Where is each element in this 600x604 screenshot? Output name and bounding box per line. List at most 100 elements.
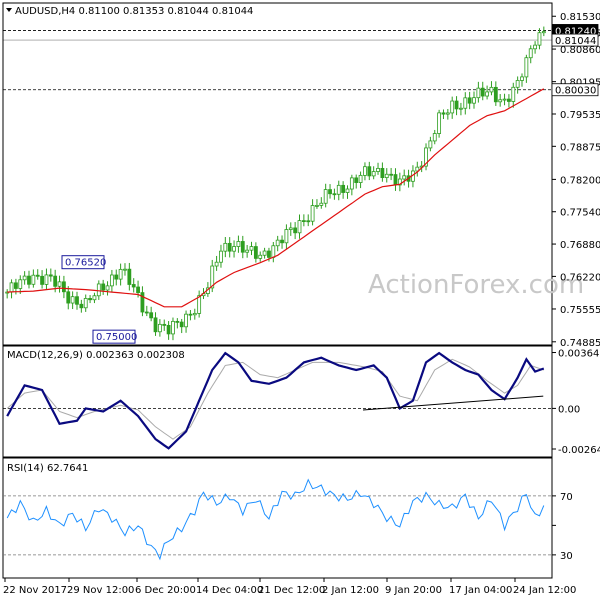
symbol-line: AUDUSD,H4 0.81100 0.81353 0.81044 0.8104… bbox=[15, 6, 253, 17]
candle-body bbox=[284, 229, 289, 244]
price-tick-label: 0.77540 bbox=[560, 208, 600, 219]
rsi-panel-frame bbox=[2, 457, 553, 579]
candle-body bbox=[258, 254, 263, 259]
candle-body bbox=[507, 98, 511, 102]
candle-body bbox=[214, 261, 219, 267]
rsi-level-lines bbox=[3, 495, 552, 556]
candle-body bbox=[171, 320, 175, 335]
candle-body bbox=[533, 44, 537, 50]
candle-body bbox=[397, 178, 402, 186]
candle-body bbox=[127, 268, 132, 285]
candle-body bbox=[441, 112, 446, 115]
candle-body bbox=[179, 321, 184, 328]
candle-body bbox=[249, 246, 254, 251]
candle-body bbox=[105, 285, 110, 291]
candle-body bbox=[144, 311, 149, 314]
price-tag-box bbox=[551, 83, 599, 97]
candle-body bbox=[384, 173, 389, 179]
candle-body bbox=[253, 246, 258, 259]
candle-body bbox=[92, 295, 97, 301]
candle-body bbox=[511, 86, 516, 102]
candle-body bbox=[262, 250, 267, 256]
x-tick-label: 9 Jan 20:00 bbox=[385, 585, 442, 596]
candle-body bbox=[341, 184, 346, 193]
candle-body bbox=[472, 97, 476, 104]
x-tick-label: 24 Jan 12:00 bbox=[513, 585, 576, 596]
candle-body bbox=[197, 295, 202, 314]
candle-body bbox=[389, 173, 394, 176]
candle-body bbox=[480, 87, 485, 97]
candle-body bbox=[280, 239, 284, 244]
candle-body bbox=[354, 177, 359, 183]
candle-body bbox=[136, 286, 140, 293]
candle-body bbox=[328, 189, 332, 195]
candle-body bbox=[485, 91, 490, 97]
candle-body bbox=[459, 107, 463, 110]
price-tick-label: 0.78875 bbox=[560, 142, 600, 153]
candle-body bbox=[245, 249, 250, 253]
candle-body bbox=[40, 275, 44, 285]
candle-body bbox=[493, 86, 498, 103]
candle-body bbox=[227, 242, 232, 252]
candle-body bbox=[301, 220, 306, 223]
rsi-title: RSI(14) 62.7641 bbox=[7, 463, 88, 474]
candle-body bbox=[236, 241, 241, 247]
candle-body bbox=[297, 220, 302, 234]
candle-body bbox=[288, 227, 293, 230]
candle-body bbox=[502, 98, 507, 101]
candle-body bbox=[315, 204, 319, 207]
candle-body bbox=[88, 298, 92, 301]
annotation-box bbox=[92, 329, 136, 344]
x-axis: 22 Nov 2017 29 Nov 12:00 6 Dec 20:00 14 Dec… bbox=[3, 578, 576, 596]
candle-body bbox=[323, 189, 328, 204]
candle-body bbox=[336, 184, 341, 195]
candle-body bbox=[66, 291, 71, 304]
annotation-label: 0.76520 bbox=[65, 258, 106, 269]
x-tick-label: 6 Dec 20:00 bbox=[135, 585, 196, 596]
candle-body bbox=[57, 281, 62, 287]
candle-body bbox=[310, 205, 315, 222]
price-tick-label: 0.81530 bbox=[560, 12, 600, 23]
candle-body bbox=[454, 100, 459, 110]
x-tick-label: 22 Nov 2017 bbox=[3, 585, 67, 596]
candle-body bbox=[70, 296, 75, 304]
candle-body bbox=[415, 166, 420, 172]
x-tick-label: 29 Nov 12:00 bbox=[67, 585, 134, 596]
candle-body bbox=[219, 250, 223, 263]
x-tick-label: 14 Dec 04:00 bbox=[196, 585, 263, 596]
candle-body bbox=[267, 250, 271, 258]
candle-body bbox=[79, 303, 84, 309]
candle-body bbox=[489, 86, 494, 93]
candle-body bbox=[188, 313, 193, 316]
moving-average bbox=[7, 88, 545, 308]
candle-body bbox=[14, 282, 18, 289]
candle-body bbox=[192, 312, 197, 316]
macd-main-line bbox=[6, 351, 545, 450]
collapse-triangle-icon[interactable] bbox=[6, 8, 12, 12]
candle-body bbox=[524, 57, 529, 78]
price-tick-label: 0.76220 bbox=[560, 272, 600, 283]
candle-body bbox=[275, 239, 280, 247]
rsi-line bbox=[6, 478, 545, 561]
candle-body bbox=[537, 32, 542, 46]
price-tick-label: 0.80195 bbox=[560, 78, 600, 89]
candle-body bbox=[83, 298, 88, 309]
candle-body bbox=[349, 177, 354, 190]
price-tick-label: 0.74885 bbox=[560, 338, 600, 349]
candle-body bbox=[53, 275, 58, 287]
candle-body bbox=[166, 324, 171, 335]
candle-body bbox=[520, 76, 524, 81]
macd-lines bbox=[6, 351, 545, 450]
price-tag-box bbox=[551, 33, 599, 47]
candle-body bbox=[175, 320, 180, 323]
rsi-axis: 70 30 bbox=[552, 492, 573, 562]
candle-body bbox=[445, 112, 450, 115]
candle-body bbox=[96, 283, 101, 297]
candle-body bbox=[463, 97, 468, 109]
macd-title: MACD(12,26,9) 0.002363 0.002308 bbox=[7, 350, 185, 361]
candle-body bbox=[424, 147, 428, 167]
price-tick-label: 0.76880 bbox=[560, 240, 600, 251]
rsi-series-line bbox=[6, 478, 545, 561]
